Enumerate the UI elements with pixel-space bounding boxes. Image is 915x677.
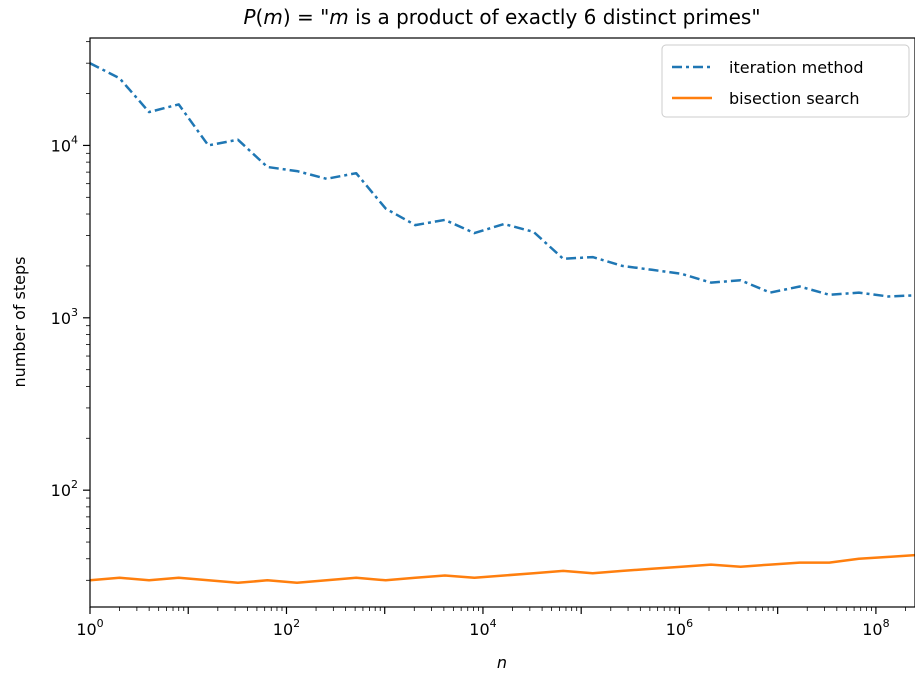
legend-label-bisection: bisection search <box>729 89 859 108</box>
x-ticks: 100 102 104 106 108 <box>76 607 906 639</box>
x-tick-label-3: 106 <box>666 617 693 639</box>
legend-label-iteration: iteration method <box>729 58 863 77</box>
series-layer <box>89 62 915 585</box>
series-line-0 <box>89 62 915 298</box>
y-ticks: 102 103 104 <box>51 41 90 581</box>
title-func: P <box>243 5 256 29</box>
y-tick-label-1: 103 <box>51 306 78 328</box>
title-close-paren: ) <box>283 5 291 29</box>
chart-title: P(m) = "m is a product of exactly 6 dist… <box>243 5 760 29</box>
series-line-1 <box>89 553 915 585</box>
title-open-paren: ( <box>256 5 264 29</box>
y-tick-label-0: 102 <box>51 478 78 500</box>
y-tick-label-2: 104 <box>51 133 78 155</box>
x-tick-label-0: 100 <box>76 617 103 639</box>
x-tick-label-4: 108 <box>862 617 889 639</box>
title-var: m <box>329 5 348 29</box>
y-axis-label: number of steps <box>10 257 29 388</box>
title-arg: m <box>263 5 282 29</box>
legend-box <box>661 44 910 118</box>
title-eq: = " <box>291 5 330 29</box>
title-rest: is a product of exactly 6 distinct prime… <box>349 5 761 29</box>
x-tick-label-2: 104 <box>469 617 496 639</box>
x-tick-label-1: 102 <box>273 617 300 639</box>
x-axis-label: n <box>497 653 507 672</box>
plot-frame <box>89 37 915 608</box>
legend: iteration method bisection search <box>661 44 910 118</box>
